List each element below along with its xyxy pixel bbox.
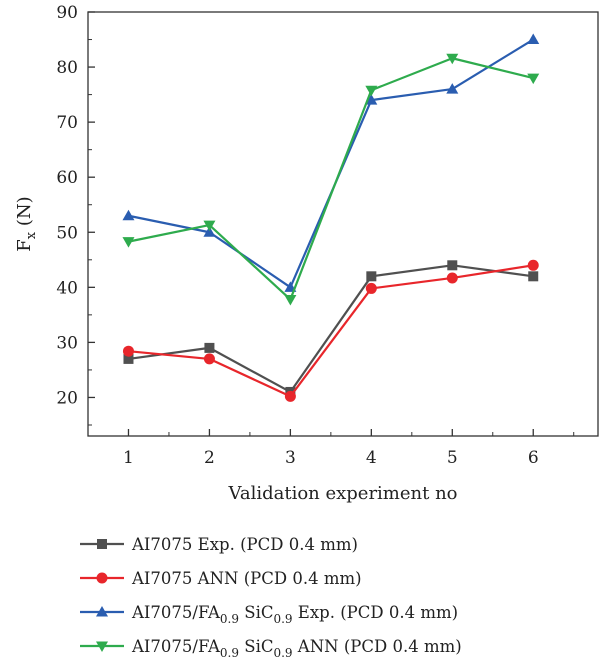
legend-label: AI7075/FA0.9 SiC0.9 ANN (PCD 0.4 mm) [131,637,462,660]
plot-frame [87,11,599,437]
data-point [527,33,540,45]
plot-axes: 20 30 40 50 60 70 80 90 1 2 3 4 5 6 Validation experim… [14,3,599,504]
data-point [203,353,215,365]
y-tick-label: 70 [56,113,78,133]
data-point [446,272,458,284]
data-point [203,226,216,237]
series-3 [122,33,540,292]
legend-marker [96,606,108,617]
data-point [447,260,458,271]
legend-marker [96,641,108,652]
legend-item: AI7075/FA0.9 SiC0.9 ANN (PCD 0.4 mm) [80,637,462,660]
data-point [366,271,377,282]
data-point [203,220,216,232]
x-tick-label: 2 [204,448,215,468]
legend-item: AI7075 ANN (PCD 0.4 mm) [80,569,362,588]
data-point [528,271,539,282]
y-tick-label: 30 [56,333,78,353]
x-tick-label: 1 [123,448,134,468]
legend: AI7075 Exp. (PCD 0.4 mm) AI7075 ANN (PCD … [80,535,462,660]
series-line [128,264,534,394]
data-point [527,259,539,271]
series-4 [122,53,540,306]
data-point [446,83,459,94]
data-point [122,237,135,248]
x-tick-label: 5 [447,448,458,468]
legend-label: AI7075 Exp. (PCD 0.4 mm) [131,535,358,554]
data-point [527,73,540,85]
legend-item: AI7075 Exp. (PCD 0.4 mm) [80,535,358,554]
x-axis-title: Validation experiment no [227,483,457,504]
data-point [365,85,378,97]
legend-marker [96,572,108,584]
series-2 [122,259,539,402]
legend-label: AI7075 ANN (PCD 0.4 mm) [131,569,362,588]
plot-series [122,33,540,402]
data-point [284,294,297,306]
data-point [122,209,135,221]
series-line [128,38,534,289]
y-tick-label: 90 [56,3,78,23]
data-point [123,353,134,364]
data-point [122,345,134,357]
y-tick-label: 60 [56,168,78,188]
y-tick-label: 50 [56,223,78,243]
legend-label: AI7075/FA0.9 SiC0.9 Exp. (PCD 0.4 mm) [131,603,458,626]
data-point [284,390,296,402]
y-axis-title: Fx (N) [14,196,39,251]
data-point [365,94,378,105]
series-1 [123,260,539,397]
legend-marker [97,539,107,549]
series-line [128,264,534,398]
x-tick-label: 4 [366,448,377,468]
series-line [128,57,534,301]
data-point [204,342,215,353]
y-tick-label: 20 [56,388,78,408]
y-tick-label: 40 [56,278,78,298]
data-point [446,53,459,65]
data-point [365,282,377,294]
y-tick-label: 80 [56,58,78,78]
x-tick-label: 3 [285,448,296,468]
x-tick-label: 6 [528,448,539,468]
legend-item: AI7075/FA0.9 SiC0.9 Exp. (PCD 0.4 mm) [80,603,458,626]
